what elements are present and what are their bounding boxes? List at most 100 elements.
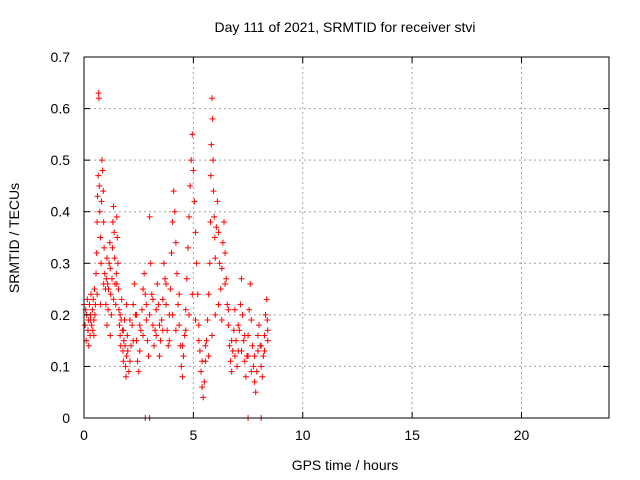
data-point [179, 342, 186, 349]
data-point [115, 286, 122, 293]
data-point [191, 198, 198, 205]
data-point [182, 306, 189, 313]
data-point [118, 296, 125, 303]
data-point [214, 198, 221, 205]
data-point [183, 275, 190, 282]
data-point [96, 208, 103, 215]
data-point [130, 301, 137, 308]
chart-title: Day 111 of 2021, SRMTID for receiver stv… [215, 19, 476, 35]
data-point [98, 260, 105, 267]
y-tick-label: 0.3 [51, 255, 71, 271]
data-point [256, 322, 262, 329]
data-point [228, 337, 235, 344]
data-point [90, 296, 97, 303]
data-point [167, 286, 174, 293]
data-point [123, 373, 129, 380]
data-point [112, 301, 119, 308]
data-point [109, 219, 116, 226]
data-point [248, 368, 255, 375]
axis-ticks [83, 56, 609, 419]
data-point [136, 347, 143, 354]
data-point [143, 301, 150, 308]
data-point [205, 291, 212, 298]
data-point [196, 347, 203, 354]
y-tick-label: 0.2 [51, 307, 71, 323]
data-point [170, 188, 177, 195]
y-tick-label: 0.5 [51, 152, 71, 168]
data-point [151, 342, 157, 349]
y-tick-label: 0.1 [51, 358, 71, 374]
data-point [143, 317, 150, 324]
data-point [263, 296, 270, 303]
data-point [122, 342, 129, 349]
data-point [213, 224, 220, 231]
data-point [145, 353, 152, 360]
data-point [211, 213, 218, 220]
data-point [225, 322, 232, 329]
data-point [111, 229, 118, 236]
y-axis-label: SRMTID / TECUs [6, 183, 22, 293]
data-point [188, 157, 195, 164]
data-point [241, 332, 248, 339]
data-point [184, 244, 191, 251]
data-point [152, 327, 159, 334]
data-point [262, 311, 269, 318]
data-point [204, 317, 211, 324]
data-point [261, 332, 268, 339]
data-point [98, 198, 105, 205]
data-point [253, 368, 260, 375]
data-point [208, 141, 215, 148]
data-point [192, 317, 199, 324]
data-point [161, 275, 168, 282]
data-point [215, 229, 222, 236]
data-point [99, 167, 106, 174]
data-point [238, 275, 245, 282]
data-point [159, 327, 166, 334]
data-point [82, 322, 89, 329]
data-point [208, 332, 215, 339]
data-point [186, 311, 192, 318]
data-point [111, 255, 118, 262]
data-point [114, 260, 121, 267]
data-point [178, 363, 185, 370]
data-point [238, 347, 245, 354]
data-point [235, 322, 242, 329]
data-point [113, 280, 120, 287]
data-point [195, 337, 202, 344]
data-point [102, 301, 109, 308]
data-point [172, 239, 179, 246]
data-point [208, 95, 215, 102]
data-point [173, 270, 180, 277]
data-point [130, 337, 137, 344]
data-point [163, 301, 170, 308]
data-point [100, 219, 107, 226]
data-point [116, 322, 123, 329]
data-point [261, 347, 268, 354]
data-point [135, 368, 142, 375]
data-point [103, 255, 110, 262]
data-point [165, 342, 172, 349]
data-point [166, 337, 173, 344]
data-point [124, 332, 131, 339]
data-point [103, 322, 110, 329]
data-point [149, 322, 156, 329]
data-point [250, 363, 257, 370]
data-point [156, 322, 163, 329]
data-point [134, 358, 141, 365]
data-point [95, 90, 102, 97]
data-point [94, 291, 101, 298]
data-point [212, 311, 219, 318]
data-point [211, 234, 218, 241]
x-axis-label: GPS time / hours [292, 457, 399, 473]
grid-lines [84, 57, 609, 418]
data-point [218, 265, 225, 272]
data-point [109, 275, 115, 282]
data-point [95, 172, 102, 179]
data-point [210, 157, 217, 164]
data-point [194, 291, 201, 298]
data-point [106, 239, 113, 246]
data-point [85, 342, 92, 349]
data-point [158, 317, 165, 324]
